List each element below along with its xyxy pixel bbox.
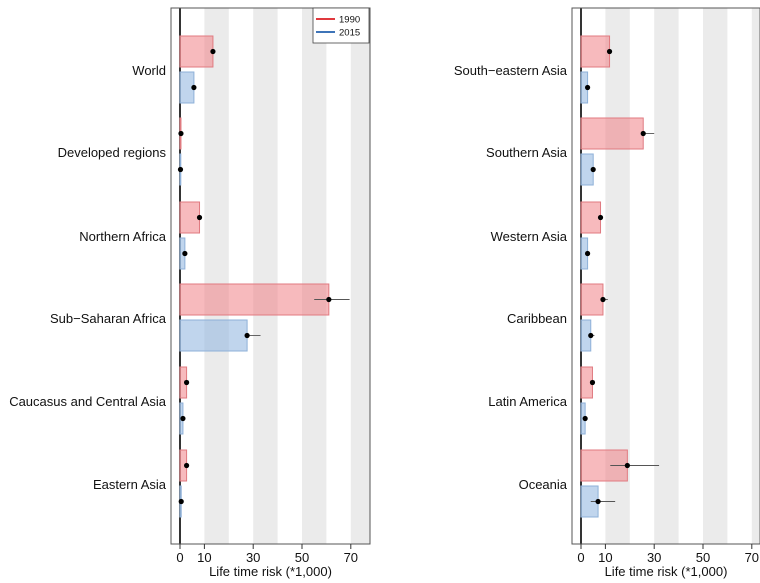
category-label-western-asia: Western Asia	[491, 229, 568, 244]
bar-south-eastern-asia-1990	[580, 35, 611, 68]
point-northern-africa-1990	[196, 214, 203, 221]
bar-southern-asia-1990	[580, 117, 644, 150]
bar-sub-saharan-africa-2015	[179, 319, 248, 352]
category-label-south-eastern-asia: South−eastern Asia	[454, 63, 568, 78]
point-world-2015	[191, 84, 197, 91]
point-oceania-1990	[624, 462, 630, 469]
category-label-sub-saharan-africa: Sub−Saharan Africa	[50, 311, 167, 326]
category-label-northern-africa: Northern Africa	[79, 229, 166, 244]
background-band	[751, 8, 760, 544]
point-eastern-asia-1990	[183, 462, 190, 469]
point-caribbean-1990	[600, 296, 606, 303]
x-tick-label: 0	[176, 550, 183, 565]
x-tick-label: 30	[246, 550, 260, 565]
x-tick-label: 50	[295, 550, 309, 565]
x-tick-label: 30	[647, 550, 661, 565]
right-chart-panel: South−eastern Asia Southern Asia Western A…	[454, 7, 760, 579]
category-label-eastern-asia: Eastern Asia	[93, 477, 167, 492]
legend: 1990 2015	[312, 7, 370, 44]
x-tick-label: 10	[598, 550, 612, 565]
point-eastern-asia-2015	[178, 498, 184, 505]
bar-northern-africa-1990	[179, 201, 201, 234]
point-developed-regions-2015	[177, 166, 184, 173]
x-tick-label: 0	[577, 550, 584, 565]
background-band	[654, 8, 679, 544]
category-label-latin-america: Latin America	[488, 394, 568, 409]
category-label-caribbean: Caribbean	[507, 311, 567, 326]
x-tick-label: 70	[745, 550, 759, 565]
point-developed-regions-1990	[178, 130, 184, 137]
category-label-world: World	[132, 63, 166, 78]
x-axis-label: Life time risk (*1,000)	[605, 564, 728, 579]
plot-frame	[571, 7, 760, 545]
point-southern-asia-2015	[590, 166, 596, 173]
category-label-developed-regions: Developed regions	[58, 145, 167, 160]
point-western-asia-2015	[584, 250, 591, 257]
x-axis-label: Life time risk (*1,000)	[209, 564, 332, 579]
point-western-asia-1990	[597, 214, 604, 221]
background-band	[703, 8, 728, 544]
point-caribbean-2015	[588, 332, 594, 339]
legend-box	[312, 7, 370, 44]
background-band	[350, 8, 370, 544]
point-caucasus-and-central-asia-2015	[180, 415, 186, 422]
background-band	[253, 8, 278, 544]
x-tick-label: 50	[696, 550, 710, 565]
background-band	[302, 8, 327, 544]
legend-label-1990: 1990	[339, 15, 360, 26]
point-caucasus-and-central-asia-1990	[183, 379, 190, 386]
point-world-1990	[210, 48, 216, 55]
category-label-oceania: Oceania	[519, 477, 568, 492]
left-chart-panel: World Developed regions Northern Africa Sub…	[9, 7, 371, 579]
legend-label-2015: 2015	[339, 28, 360, 39]
point-latin-america-1990	[589, 379, 596, 386]
point-southern-asia-1990	[640, 130, 646, 137]
plot-frame	[170, 7, 371, 545]
point-northern-africa-2015	[182, 250, 188, 257]
point-latin-america-2015	[582, 415, 588, 422]
bar-western-asia-1990	[580, 201, 602, 234]
category-label-southern-asia: Southern Asia	[486, 145, 568, 160]
point-oceania-2015	[595, 498, 601, 505]
point-south-eastern-asia-1990	[606, 48, 613, 55]
x-tick-label: 70	[344, 550, 358, 565]
bar-caribbean-1990	[580, 283, 604, 316]
x-tick-label: 10	[197, 550, 211, 565]
background-band	[204, 8, 229, 544]
point-south-eastern-asia-2015	[584, 84, 591, 91]
point-sub-saharan-africa-2015	[244, 332, 250, 339]
category-label-caucasus-and-central-asia: Caucasus and Central Asia	[9, 394, 167, 409]
point-sub-saharan-africa-1990	[326, 296, 332, 303]
bar-sub-saharan-africa-1990	[179, 283, 330, 316]
bar-world-1990	[179, 35, 214, 68]
